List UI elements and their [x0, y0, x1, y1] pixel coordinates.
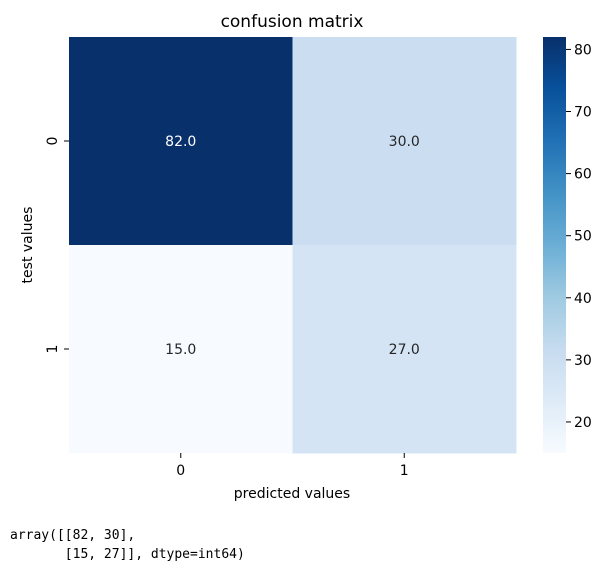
output-line-1: array([[82, 30],: [10, 528, 136, 543]
cell-annotation-1-1: 27.0: [389, 342, 420, 358]
colorbar-gradient: [543, 37, 566, 453]
heatmap-cell-1-0: [69, 245, 293, 454]
colorbar-tick-label-5: 70: [574, 105, 592, 121]
output-line-2: [15, 27]], dtype=int64): [10, 547, 245, 562]
colorbar: 20 30 40 50 60 70 80: [543, 37, 592, 453]
y-tick-label-0: 0: [45, 137, 61, 146]
heatmap-cell-0-1: [292, 37, 517, 246]
colorbar-tick-label-0: 20: [574, 415, 592, 431]
heatmap: 82.0 30.0 15.0 27.0: [69, 37, 517, 454]
x-tick-label-1: 1: [400, 463, 409, 479]
colorbar-tick-label-4: 60: [574, 167, 592, 183]
cell-annotation-0-0: 82.0: [165, 134, 196, 150]
colorbar-tick-label-2: 40: [574, 291, 592, 307]
y-axis-label: test values: [20, 207, 36, 284]
chart-title: confusion matrix: [221, 12, 364, 32]
heatmap-cell-0-0: [69, 37, 293, 246]
y-axis-ticks: 01: [45, 137, 69, 354]
cell-annotation-0-1: 30.0: [389, 134, 420, 150]
colorbar-tick-label-6: 80: [574, 42, 592, 58]
colorbar-tick-label-1: 30: [574, 353, 592, 369]
x-tick-label-0: 0: [176, 463, 185, 479]
y-tick-label-1: 1: [45, 345, 61, 354]
output-text: array([[82, 30], [15, 27]], dtype=int64): [10, 526, 245, 564]
x-axis-label: predicted values: [234, 486, 350, 502]
heatmap-cell-1-1: [292, 245, 517, 454]
cell-annotation-1-0: 15.0: [165, 342, 196, 358]
colorbar-tick-label-3: 50: [574, 229, 592, 245]
